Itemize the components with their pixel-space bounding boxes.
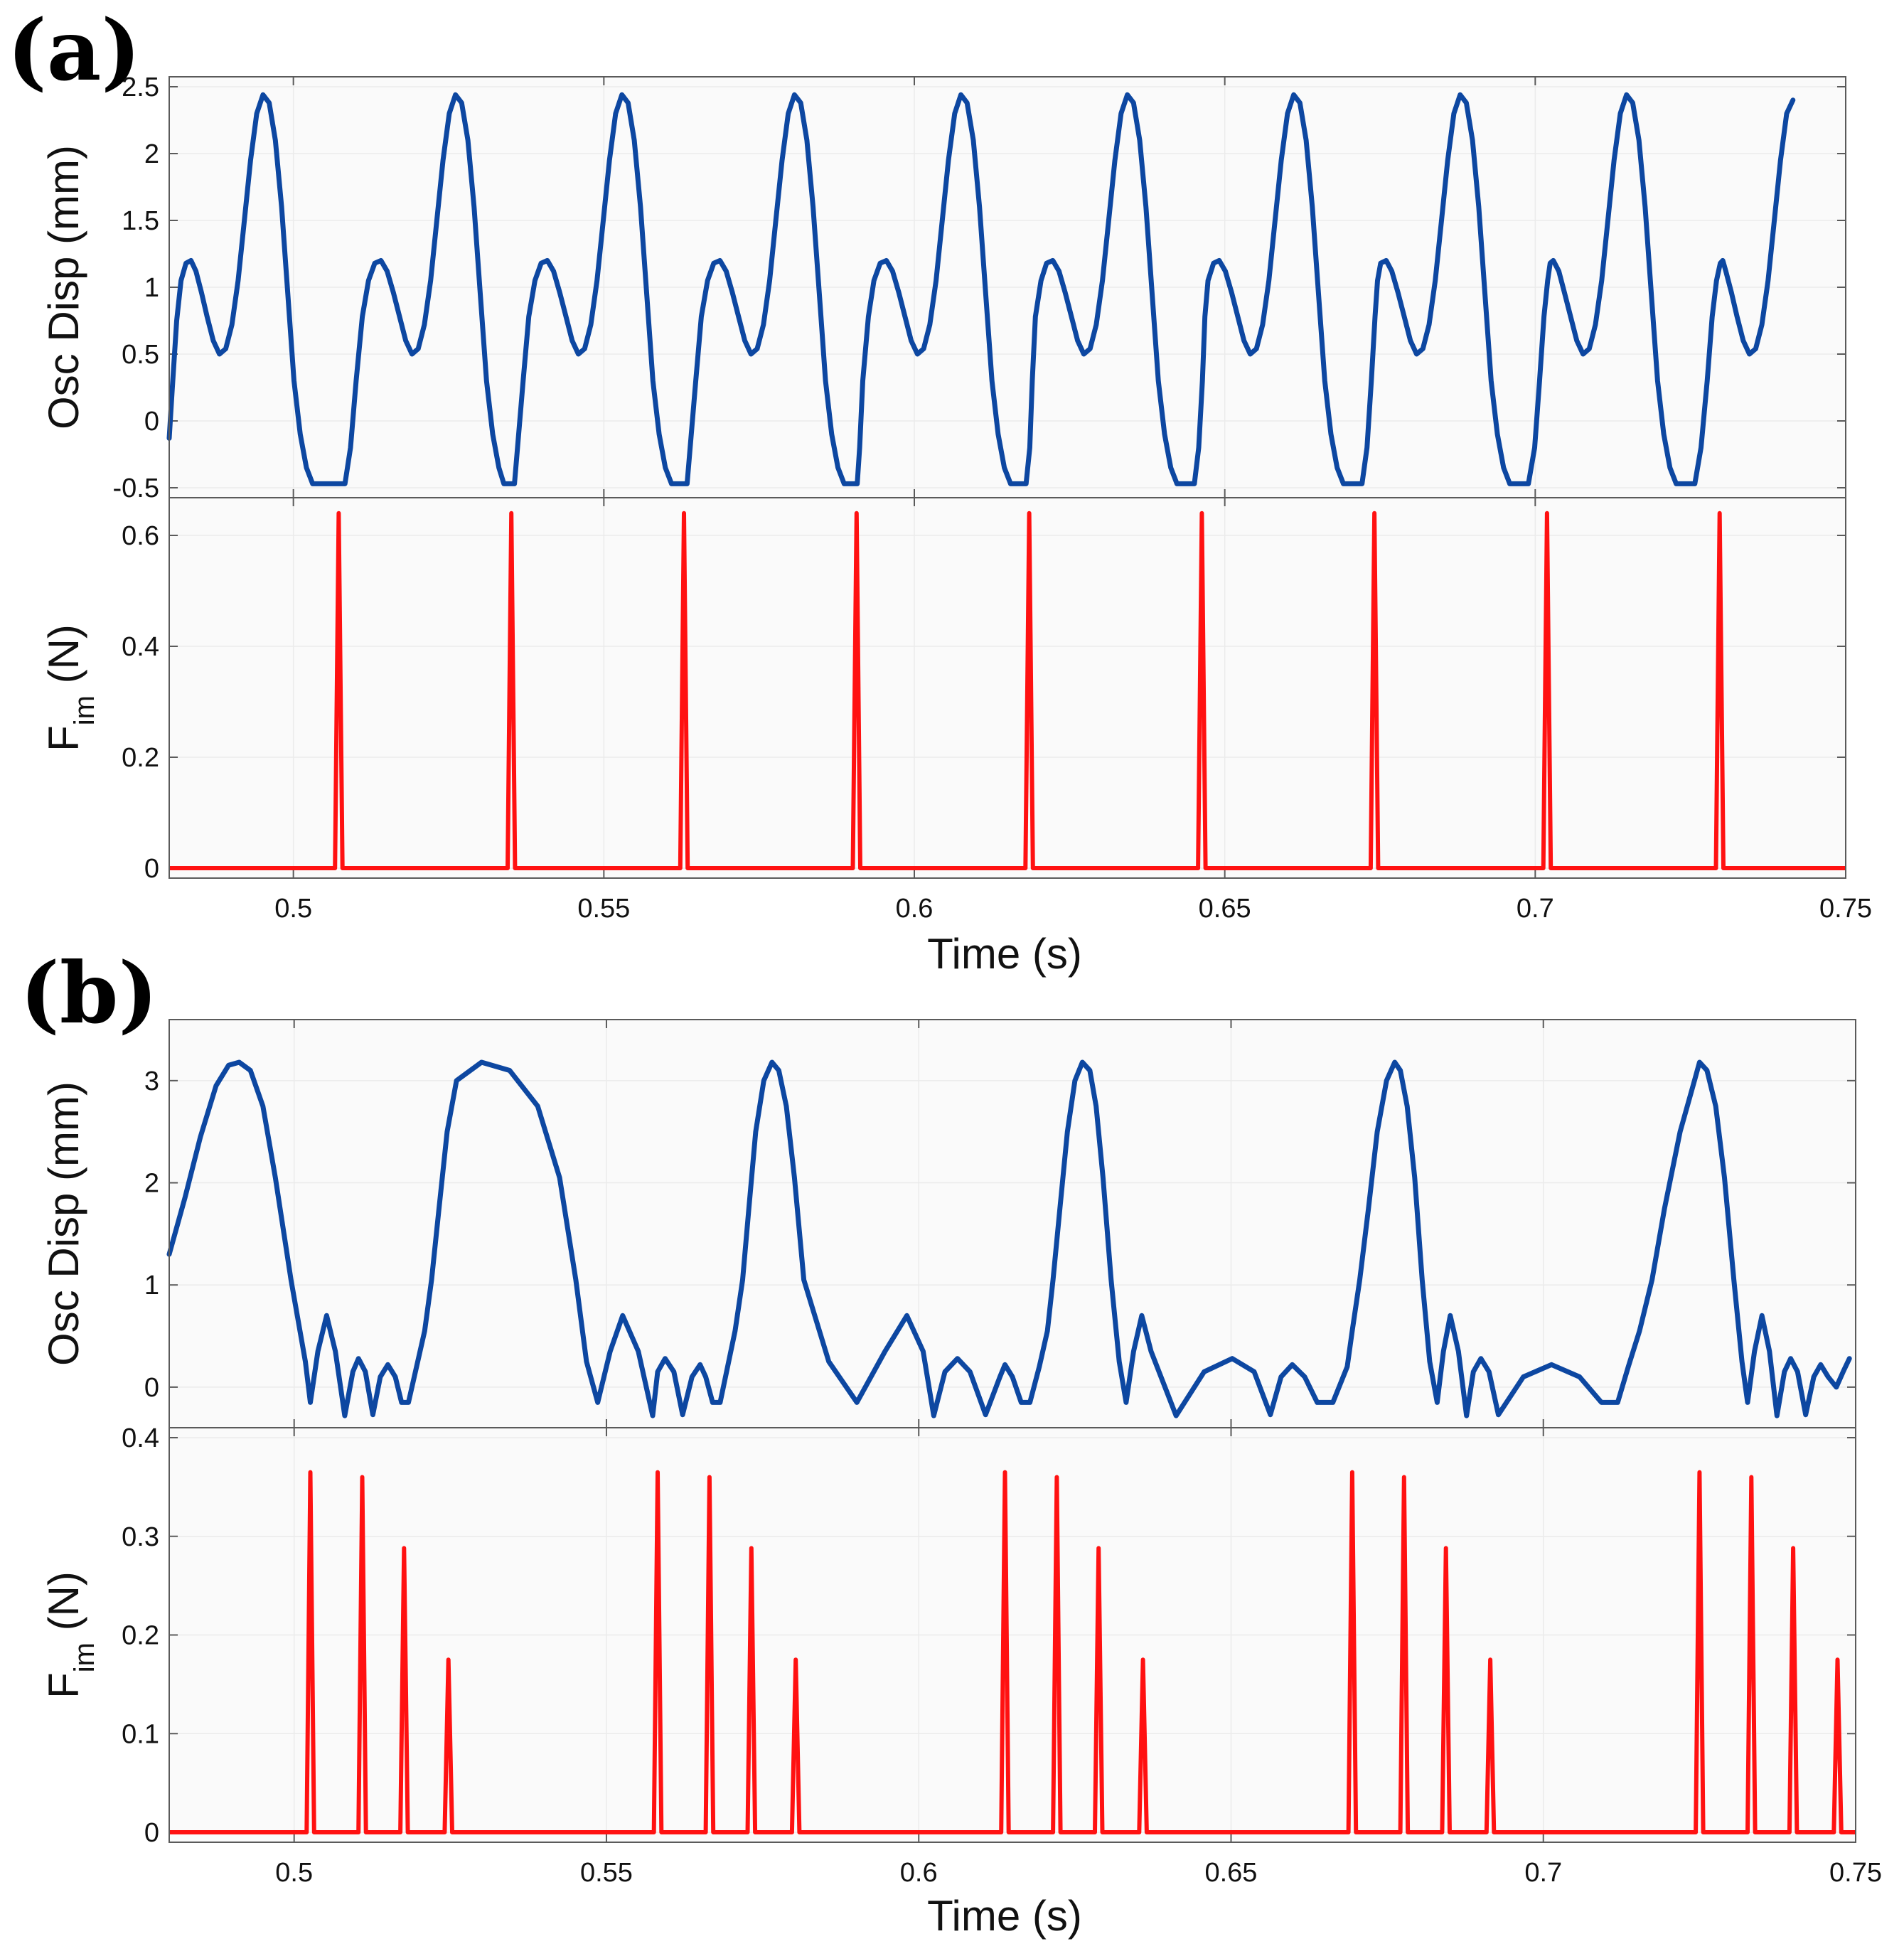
panel-a-osc-disp-y-tick-label: -0.5 [113, 474, 159, 503]
panel-label-a: (a) [7, 1, 141, 100]
panel-a-x-axis-title: Time (s) [927, 930, 1082, 978]
panel-b-impact-force-y-tick-label: 0.2 [122, 1621, 159, 1651]
panel-a-x-tick-label: 0.7 [1517, 894, 1554, 924]
panel-b-impact-force-series-line [169, 1470, 1856, 1834]
panel-a-x-tick-label: 0.65 [1199, 894, 1251, 924]
panel-a-impact-force-frame [169, 497, 1846, 879]
panel-a-impact-force-y-axis-title-unit: (N) [40, 624, 87, 695]
panel-b-x-tick-label: 0.55 [580, 1858, 633, 1888]
panel-b-osc-disp-y-tick-label: 3 [144, 1067, 159, 1096]
panel-b-osc-disp-y-axis-title: Osc Disp (mm) [40, 1081, 87, 1366]
panel-b-bottom-axes: 0 0.1 0.2 0.3 0.4 Fim (N) 0.5 0.55 0.6 0.65 0.7 0.7… [40, 1423, 1882, 1888]
panel-b-impact-force-frame [169, 1427, 1856, 1843]
panel-label-b: (b) [20, 944, 158, 1042]
panel-a-impact-force-y-tick-label: 0.4 [122, 632, 159, 662]
panel-a-impact-force-y-tick-label: 0 [144, 854, 159, 884]
panel-b-osc-disp-y-axis-title-main: Osc Disp (mm) [40, 1081, 87, 1366]
panel-b-osc-disp-y-tick-label: 0 [144, 1373, 159, 1403]
panel-b-osc-disp-plot-area [169, 1020, 1856, 1428]
panel-a-x-tick-label: 0.5 [274, 894, 312, 924]
panel-b-x-tick-label: 0.5 [275, 1858, 313, 1888]
panel-a-top-axes: -0.5 0 0.5 1 1.5 2 2.5 Osc Disp (mm) [40, 73, 1846, 503]
panel-a-osc-disp-y-axis-title: Osc Disp (mm) [40, 145, 87, 429]
panel-b-top-axes: 0 1 2 3 Osc Disp (mm) [40, 1019, 1856, 1428]
panel-b-x-axis-title: Time (s) [927, 1892, 1082, 1940]
panel-b-osc-disp-y-tick-label: 2 [144, 1169, 159, 1199]
panel-b-osc-disp-y-tick-label: 1 [144, 1271, 159, 1300]
panel-a-x-tick-label: 0.6 [896, 894, 934, 924]
panel-a-osc-disp-series-line [166, 92, 1796, 486]
panel-b-impact-force-y-tick-label: 0 [144, 1818, 159, 1848]
panel-b-osc-disp-series-line [166, 1059, 1852, 1418]
panel-b-impact-force-y-axis-title: Fim (N) [40, 1571, 100, 1699]
panel-a-osc-disp-y-tick-label: 1 [144, 273, 159, 303]
panel-b-x-tick-label: 0.7 [1524, 1858, 1562, 1888]
panel-b-x-tick-label: 0.65 [1204, 1858, 1257, 1888]
panel-a-impact-force-series-line [169, 511, 1846, 870]
panel-a-osc-disp-y-tick-label: 2 [144, 139, 159, 169]
panel-a-osc-disp-y-axis-title-main: Osc Disp (mm) [40, 145, 87, 429]
panel-a-osc-disp-y-tick-label: 2.5 [122, 73, 159, 102]
panel-b-impact-force-y-tick-label: 0.3 [122, 1522, 159, 1552]
panel-b-x-tick-label: 0.6 [900, 1858, 938, 1888]
panel-a-impact-force-y-axis-title-subscript: im [69, 695, 100, 725]
panel-a-impact-force-y-tick-label: 0.2 [122, 743, 159, 773]
panel-b-impact-force-y-tick-label: 0.1 [122, 1719, 159, 1749]
panel-a-osc-disp-y-tick-label: 1.5 [122, 206, 159, 236]
panel-b-impact-force-y-axis-title-main: F [40, 1672, 87, 1699]
panel-a-x-tick-label: 0.75 [1819, 894, 1872, 924]
panel-b-x-tick-label: 0.75 [1829, 1858, 1882, 1888]
panel-a-impact-force-plot-area [169, 498, 1846, 878]
panel-a-x-tick-label: 0.55 [577, 894, 630, 924]
panel-a-impact-force-y-axis-title-main: F [40, 725, 87, 752]
panel-a-bottom-axes: 0 0.2 0.4 0.6 Fim (N) 0.5 0.55 0.6 0.65 0.7 0.75 [40, 497, 1872, 924]
panel-b-impact-force-y-tick-label: 0.4 [122, 1423, 159, 1453]
panel-a-osc-disp-y-tick-label: 0.5 [122, 340, 159, 370]
panel-b-impact-force-y-axis-title-subscript: im [69, 1642, 100, 1672]
panel-b-impact-force-y-axis-title-unit: (N) [40, 1571, 87, 1642]
panel-a-osc-disp-y-tick-label: 0 [144, 407, 159, 437]
panel-a-impact-force-y-axis-title: Fim (N) [40, 624, 100, 752]
panel-a-impact-force-y-tick-label: 0.6 [122, 521, 159, 551]
